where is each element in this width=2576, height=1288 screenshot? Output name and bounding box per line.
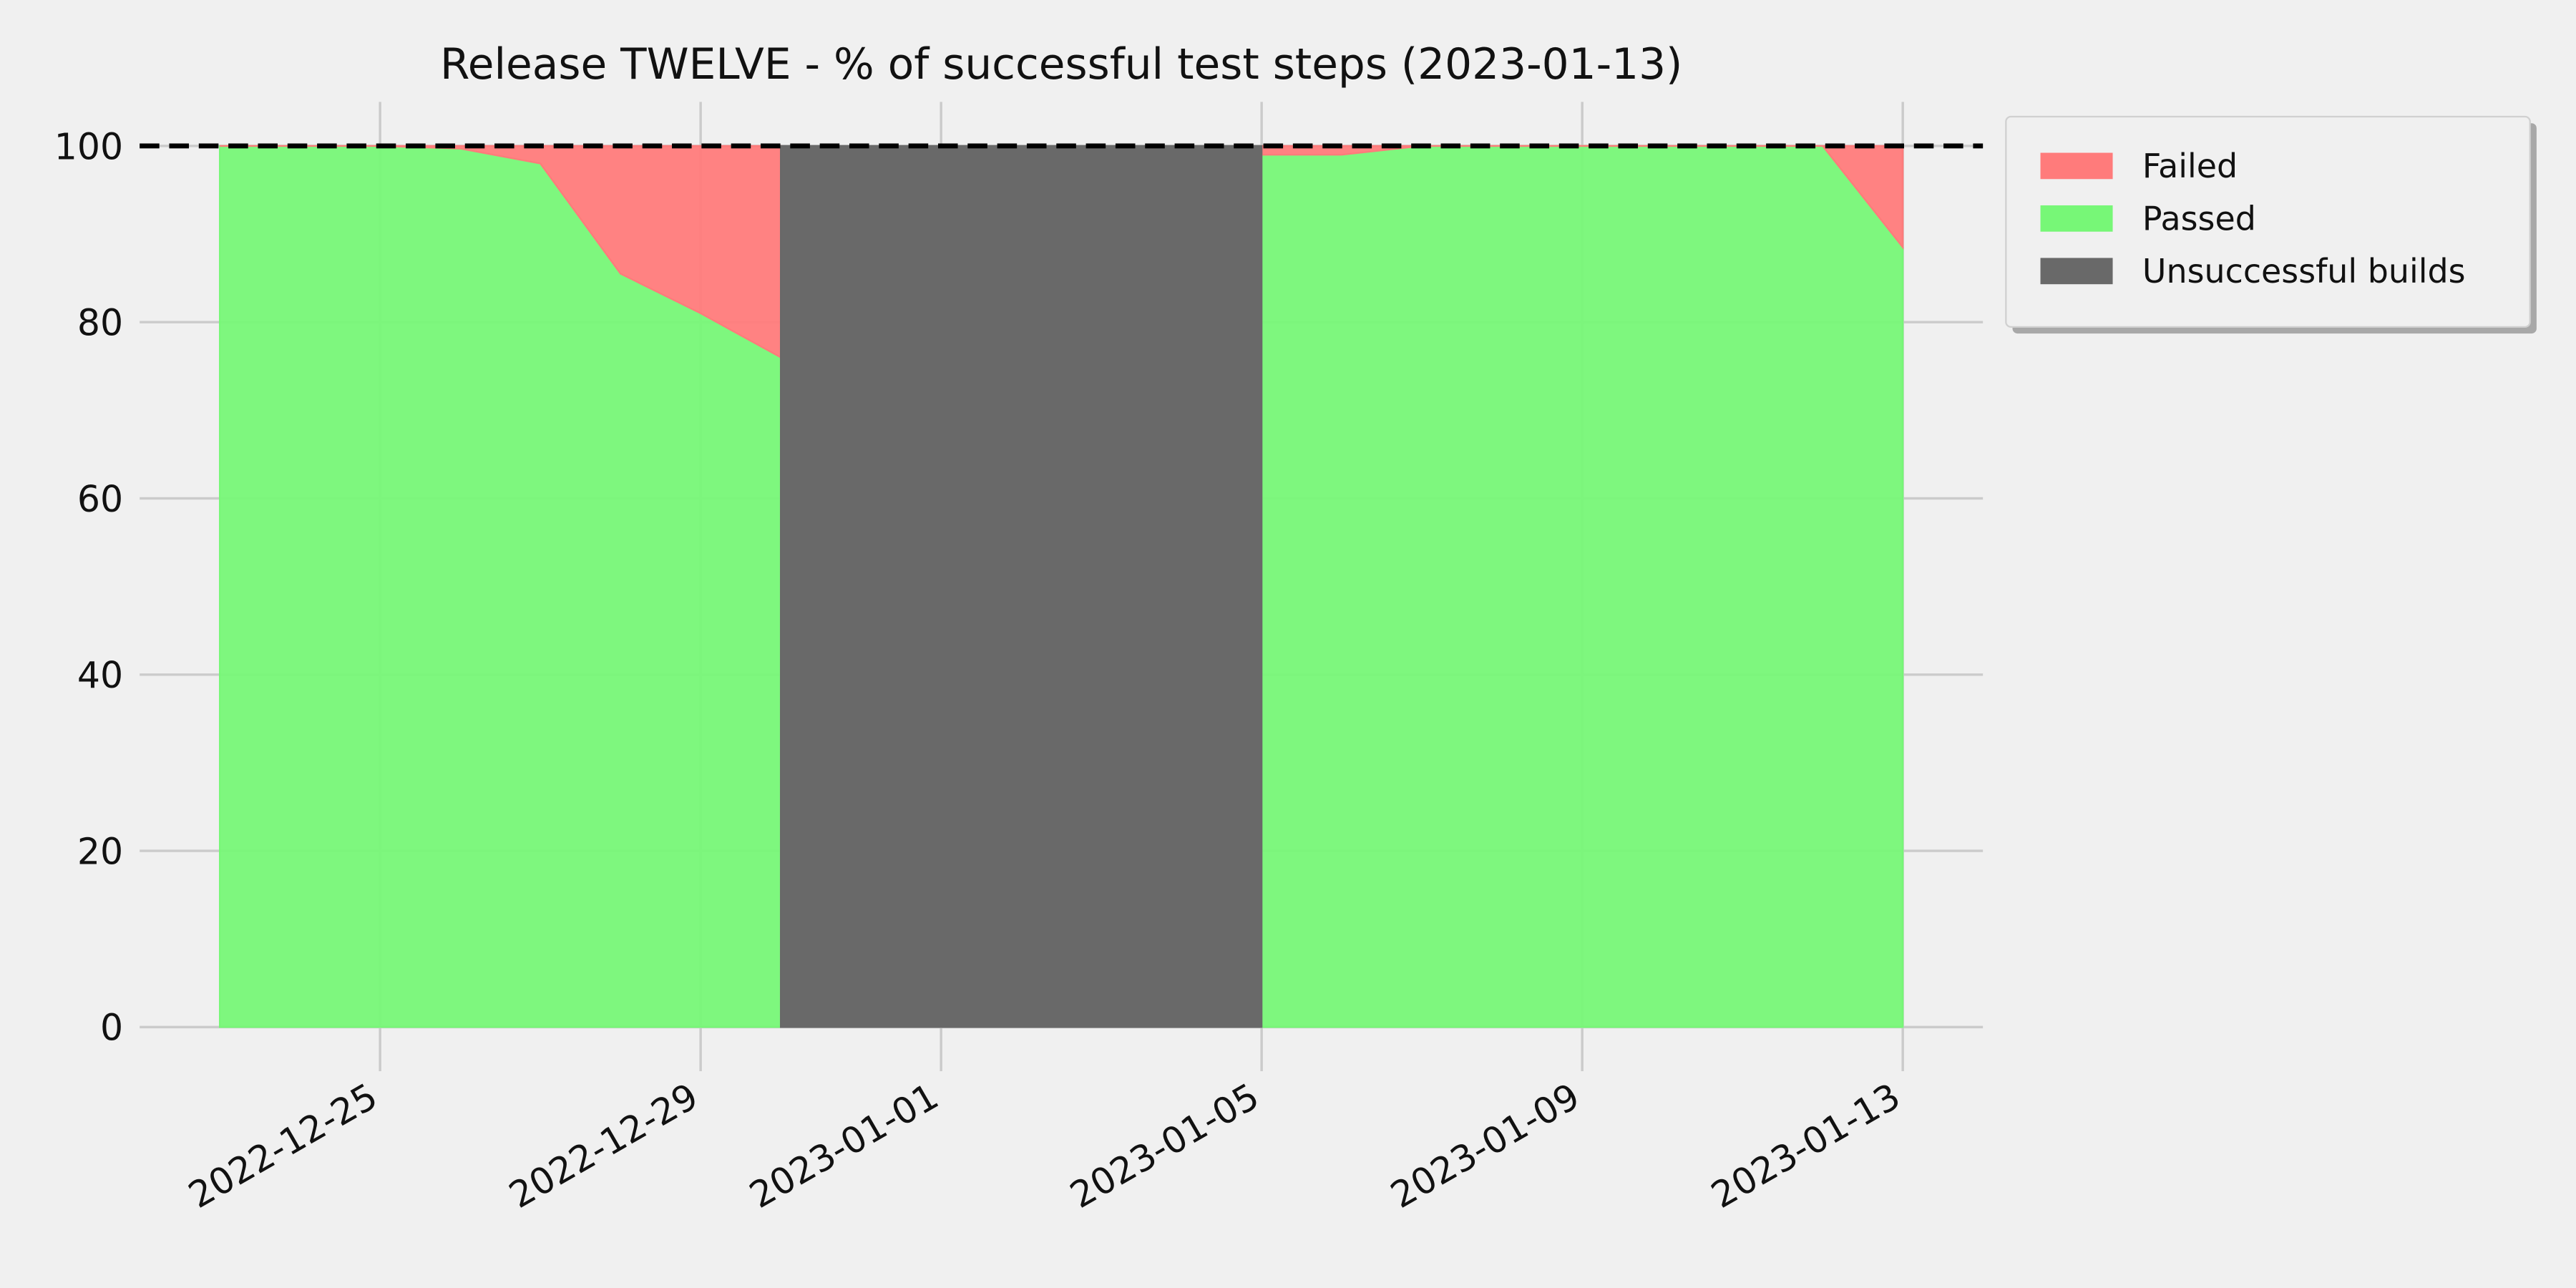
area [780, 145, 1263, 1028]
legend-label: Unsuccessful builds [2142, 252, 2466, 291]
y-tick-label: 40 [77, 654, 123, 696]
y-tick-label: 0 [100, 1007, 123, 1049]
legend-swatch [2040, 152, 2113, 180]
plot-area [140, 143, 1984, 1028]
legend-box [2005, 115, 2531, 328]
y-tick-label: 60 [77, 478, 123, 520]
legend-swatch [2040, 205, 2113, 232]
y-tick-label: 80 [77, 302, 123, 344]
legend-label: Passed [2142, 199, 2256, 238]
chart-title: Release TWELVE - % of successful test st… [440, 40, 1682, 89]
y-tick-label: 20 [77, 830, 123, 872]
legend: Failed Passed Unsuccessful builds [2005, 115, 2537, 334]
legend-label: Failed [2142, 147, 2238, 185]
y-tick-label: 100 [54, 125, 123, 167]
legend-swatch [2040, 258, 2113, 285]
